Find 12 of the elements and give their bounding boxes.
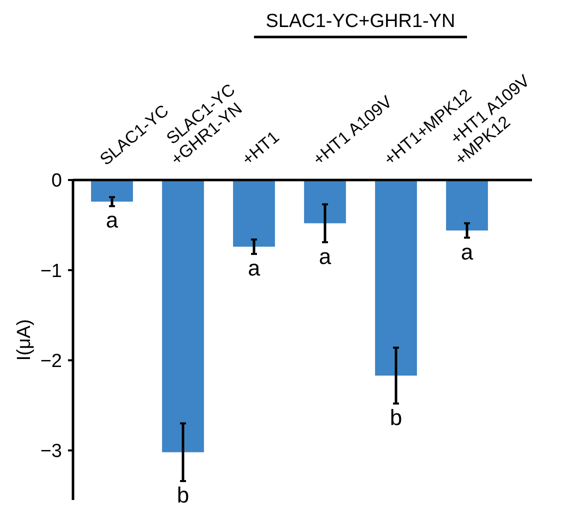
annotation: a	[106, 208, 119, 233]
annotation: b	[390, 405, 402, 430]
y-tick-label: 0	[51, 170, 62, 192]
text: SLAC1-YC+GHR1-YN	[266, 11, 456, 32]
annotation: a	[460, 239, 474, 264]
annotation: a	[318, 244, 332, 269]
annotation: b	[176, 482, 190, 508]
y-tick-label: −3	[40, 441, 62, 462]
y-tick-label: −1	[40, 260, 62, 282]
y-axis-title: I(μA)	[14, 319, 35, 361]
y-tick-label: −2	[40, 350, 62, 372]
annotation: a	[248, 256, 261, 281]
